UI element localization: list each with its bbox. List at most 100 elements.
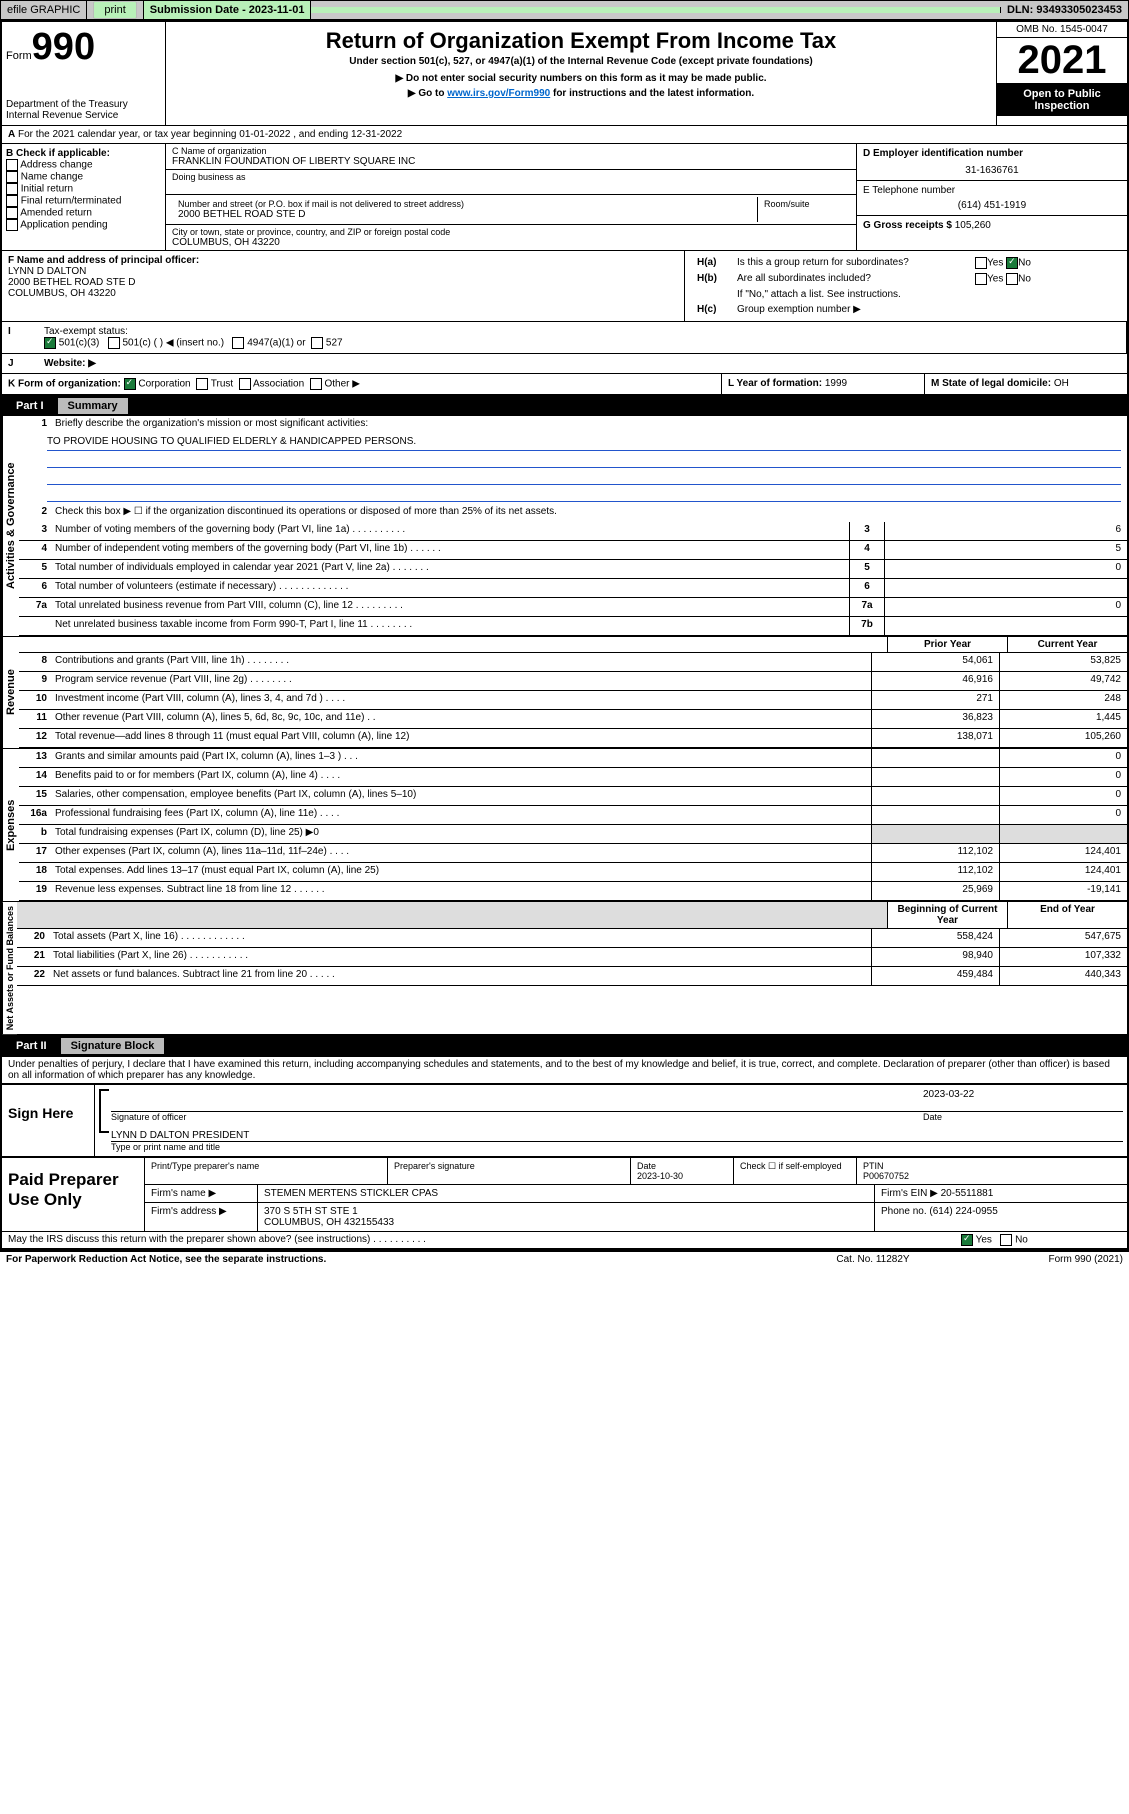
ha-no[interactable] xyxy=(1006,257,1018,269)
form990-link[interactable]: www.irs.gov/Form990 xyxy=(447,88,550,99)
form-note2: ▶ Go to www.irs.gov/Form990 for instruct… xyxy=(170,88,992,99)
opt-527: 527 xyxy=(326,338,343,349)
cat-no: Cat. No. 11282Y xyxy=(773,1254,973,1265)
col-begin: Beginning of Current Year xyxy=(887,902,1007,928)
footer: For Paperwork Reduction Act Notice, see … xyxy=(0,1250,1129,1267)
paid-h4: Check ☐ if self-employed xyxy=(734,1158,857,1184)
efile-label: efile GRAPHIC xyxy=(1,1,87,19)
printed-name-label: Type or print name and title xyxy=(111,1142,1123,1152)
summary-row: 3Number of voting members of the governi… xyxy=(19,522,1127,541)
sign-here: Sign Here xyxy=(2,1085,95,1156)
h-section: H(a) Is this a group return for subordin… xyxy=(685,251,1127,321)
summary-row: 18Total expenses. Add lines 13–17 (must … xyxy=(19,863,1127,882)
org-name: FRANKLIN FOUNDATION OF LIBERTY SQUARE IN… xyxy=(172,156,850,167)
discuss-no[interactable] xyxy=(1000,1234,1012,1246)
name-block: C Name of organization FRANKLIN FOUNDATI… xyxy=(166,144,857,250)
city-label: City or town, state or province, country… xyxy=(172,227,850,237)
checkbox-final[interactable] xyxy=(6,195,18,207)
expenses-section: Expenses 13Grants and similar amounts pa… xyxy=(2,749,1127,902)
cb-501c[interactable] xyxy=(108,337,120,349)
cb-corp[interactable] xyxy=(124,378,136,390)
opt-other: Other ▶ xyxy=(324,379,359,390)
firm-phone: (614) 224-0955 xyxy=(929,1206,997,1217)
part1-num: Part I xyxy=(8,400,52,412)
summary-row: 7aTotal unrelated business revenue from … xyxy=(19,598,1127,617)
summary-row: 14Benefits paid to or for members (Part … xyxy=(19,768,1127,787)
cb-assoc[interactable] xyxy=(239,378,251,390)
discuss-yes[interactable] xyxy=(961,1234,973,1246)
sig-date-val: 2023-03-22 xyxy=(923,1089,1123,1112)
open-public: Open to Public Inspection xyxy=(997,84,1127,116)
mission-blank2 xyxy=(47,470,1121,485)
summary-row: 5Total number of individuals employed in… xyxy=(19,560,1127,579)
gross-label: G Gross receipts $ xyxy=(863,220,952,231)
klm-row: K Form of organization: Corporation Trus… xyxy=(2,374,1127,396)
l-val: 1999 xyxy=(825,378,847,389)
firm-addr1: 370 S 5TH ST STE 1 xyxy=(264,1206,358,1217)
checkbox-pending[interactable] xyxy=(6,219,18,231)
officer-addr2: COLUMBUS, OH 43220 xyxy=(8,288,678,299)
ha-yes[interactable] xyxy=(975,257,987,269)
opt-assoc: Association xyxy=(253,379,304,390)
checkbox-address-change[interactable] xyxy=(6,159,18,171)
mission-blank1 xyxy=(47,453,1121,468)
summary-row: 21Total liabilities (Part X, line 26) . … xyxy=(17,948,1127,967)
line1-num: 1 xyxy=(19,416,51,434)
paid-ptin: P00670752 xyxy=(863,1171,909,1181)
opt-501c3: 501(c)(3) xyxy=(59,338,100,349)
paid-title: Paid Preparer Use Only xyxy=(2,1158,145,1231)
part2-title: Signature Block xyxy=(61,1038,165,1054)
hb-label: H(b) xyxy=(697,273,737,285)
print-button[interactable]: print xyxy=(93,1,136,19)
discuss-yes-label: Yes xyxy=(976,1235,992,1246)
opt-501c: 501(c) ( ) ◀ (insert no.) xyxy=(122,338,224,349)
l-label: L Year of formation: xyxy=(728,378,822,389)
org-name-label: C Name of organization xyxy=(172,146,850,156)
paid-h5: PTIN xyxy=(863,1161,884,1171)
activities-governance: Activities & Governance 1 Briefly descri… xyxy=(2,416,1127,637)
opt-pending: Application pending xyxy=(20,220,107,231)
website-row: J Website: ▶ xyxy=(2,354,1127,374)
opt-amended: Amended return xyxy=(20,208,92,219)
hb-no[interactable] xyxy=(1006,273,1018,285)
checkbox-name-change[interactable] xyxy=(6,171,18,183)
cb-501c3[interactable] xyxy=(44,337,56,349)
discuss-q: May the IRS discuss this return with the… xyxy=(8,1234,961,1246)
cb-trust[interactable] xyxy=(196,378,208,390)
entity-block: B Check if applicable: Address change Na… xyxy=(2,144,1127,251)
summary-row: 4Number of independent voting members of… xyxy=(19,541,1127,560)
note2-pre: ▶ Go to xyxy=(408,88,447,99)
ein-value: 31-1636761 xyxy=(863,165,1121,176)
hb-note: If "No," attach a list. See instructions… xyxy=(737,289,1115,300)
yes-label-2: Yes xyxy=(987,274,1003,285)
part1-header: Part I Summary xyxy=(2,396,1127,416)
dln: DLN: 93493305023453 xyxy=(1001,1,1128,19)
hb-yes[interactable] xyxy=(975,273,987,285)
sig-date-label: Date xyxy=(923,1112,1123,1122)
cb-527[interactable] xyxy=(311,337,323,349)
tax-status-label: Tax-exempt status: xyxy=(44,326,128,337)
form-label: Form xyxy=(6,50,32,62)
form-subtitle: Under section 501(c), 527, or 4947(a)(1)… xyxy=(170,56,992,67)
header-right: OMB No. 1545-0047 2021 Open to Public In… xyxy=(996,22,1127,125)
firm-name: STEMEN MERTENS STICKLER CPAS xyxy=(258,1185,875,1202)
vlabel-exp: Expenses xyxy=(2,749,19,901)
firm-name-label: Firm's name ▶ xyxy=(145,1185,258,1202)
tel-label: E Telephone number xyxy=(863,185,1121,196)
dba-label: Doing business as xyxy=(172,172,850,182)
top-bar: efile GRAPHIC print Submission Date - 20… xyxy=(0,0,1129,20)
penalties-text: Under penalties of perjury, I declare th… xyxy=(2,1056,1127,1083)
vlabel-net: Net Assets or Fund Balances xyxy=(2,902,17,1034)
tax-year: 2021 xyxy=(997,38,1127,84)
cb-4947[interactable] xyxy=(232,337,244,349)
header-center: Return of Organization Exempt From Incom… xyxy=(166,22,996,125)
addr-label: Number and street (or P.O. box if mail i… xyxy=(178,199,751,209)
cb-other[interactable] xyxy=(310,378,322,390)
checkbox-amended[interactable] xyxy=(6,207,18,219)
summary-row: 11Other revenue (Part VIII, column (A), … xyxy=(19,710,1127,729)
form-990: Form990 Department of the Treasury Inter… xyxy=(0,20,1129,1250)
b-label: B Check if applicable: xyxy=(6,148,161,159)
checkbox-initial[interactable] xyxy=(6,183,18,195)
irs-label: Internal Revenue Service xyxy=(6,110,161,121)
line-a-text: For the 2021 calendar year, or tax year … xyxy=(18,129,402,140)
